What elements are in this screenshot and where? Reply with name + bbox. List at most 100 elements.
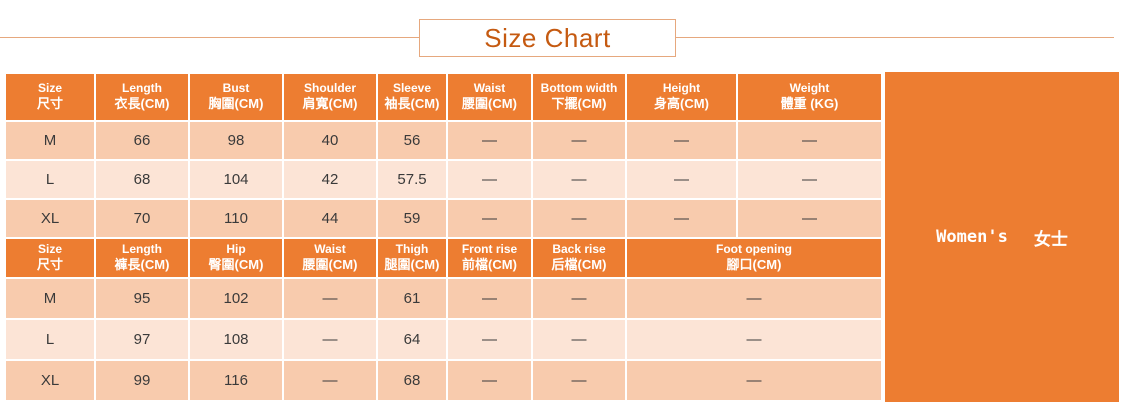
value-cell: — <box>625 198 738 239</box>
value-cell: — <box>736 120 883 161</box>
header-zh: 腰圍(CM) <box>302 257 358 273</box>
value-cell: — <box>446 198 533 239</box>
value-cell: 70 <box>94 198 190 239</box>
header-zh: 后檔(CM) <box>551 257 607 273</box>
gender-label-zh: 女士 <box>1033 229 1068 250</box>
header-zh: 肩寬(CM) <box>302 96 358 112</box>
value-cell: 44 <box>282 198 378 239</box>
value-cell: — <box>531 318 627 361</box>
header-en: Size <box>37 80 62 95</box>
value-cell: — <box>736 159 883 200</box>
header-cell-height: Height 身高(CM) <box>625 72 738 122</box>
header-cell-sleeve: Sleeve 袖長(CM) <box>376 72 448 122</box>
header-en: Foot opening <box>716 241 792 256</box>
value-cell: 59 <box>376 198 448 239</box>
header-en: Hip <box>226 241 246 256</box>
value-cell: 61 <box>376 277 448 320</box>
header-cell-length: Length 褲長(CM) <box>94 237 190 279</box>
tops-row-m: M 66 98 40 56 — — — — <box>4 120 883 161</box>
header-zh: 胸圍(CM) <box>208 96 264 112</box>
value-cell: — <box>446 318 533 361</box>
size-table: Size 尺寸 Length 衣長(CM) Bust 胸圍(CM) Shoulder 肩… <box>4 72 883 402</box>
tops-row-l: L 68 104 42 57.5 — — — — <box>4 159 883 200</box>
header-cell-bust: Bust 胸圍(CM) <box>188 72 284 122</box>
header-zh: 褲長(CM) <box>114 257 170 273</box>
tops-row-xl: XL 70 110 44 59 — — — — <box>4 198 883 239</box>
header-cell-back-rise: Back rise 后檔(CM) <box>531 237 627 279</box>
header-zh: 臀圍(CM) <box>208 257 264 273</box>
value-cell: 116 <box>188 359 284 402</box>
header-cell-shoulder: Shoulder 肩寬(CM) <box>282 72 378 122</box>
header-en: Bottom width <box>540 80 618 95</box>
header-en: Sleeve <box>392 80 432 95</box>
value-cell: 110 <box>188 198 284 239</box>
size-cell: M <box>4 120 96 161</box>
tops-header-row: Size 尺寸 Length 衣長(CM) Bust 胸圍(CM) Shoulder 肩… <box>4 72 883 122</box>
value-cell: — <box>625 318 883 361</box>
header-zh: 腿圍(CM) <box>384 257 440 273</box>
header-zh: 尺寸 <box>36 96 63 112</box>
header-zh: 袖長(CM) <box>384 96 440 112</box>
value-cell: 95 <box>94 277 190 320</box>
value-cell: 108 <box>188 318 284 361</box>
gender-label-en: Women's <box>936 227 1008 247</box>
value-cell: — <box>446 120 533 161</box>
header-en: Height <box>662 80 701 95</box>
header-en: Shoulder <box>303 80 356 95</box>
value-cell: — <box>282 359 378 402</box>
header-cell-foot-opening: Foot opening 腳口(CM) <box>625 237 883 279</box>
header-zh: 腳口(CM) <box>726 257 782 273</box>
header-en: Size <box>37 241 62 256</box>
value-cell: 104 <box>188 159 284 200</box>
title-box: Size Chart <box>419 19 676 57</box>
value-cell: 68 <box>94 159 190 200</box>
value-cell: 99 <box>94 359 190 402</box>
header-zh: 體重 (KG) <box>780 96 839 112</box>
header-cell-bottom-width: Bottom width 下擺(CM) <box>531 72 627 122</box>
bottoms-header-row: Size 尺寸 Length 褲長(CM) Hip 臀圍(CM) Waist 腰圍(CM… <box>4 237 883 279</box>
header-en: Bust <box>222 80 250 95</box>
header-zh: 身高(CM) <box>654 96 709 112</box>
value-cell: 64 <box>376 318 448 361</box>
value-cell: 68 <box>376 359 448 402</box>
value-cell: — <box>446 159 533 200</box>
header-cell-hip: Hip 臀圍(CM) <box>188 237 284 279</box>
bottoms-row-xl: XL 99 116 — 68 — — — <box>4 359 883 402</box>
header-zh: 前檔(CM) <box>462 257 517 273</box>
value-cell: — <box>531 277 627 320</box>
value-cell: — <box>282 318 378 361</box>
header-cell-weight: Weight 體重 (KG) <box>736 72 883 122</box>
header-cell-length: Length 衣長(CM) <box>94 72 190 122</box>
header-en: Weight <box>789 80 830 95</box>
size-cell: L <box>4 159 96 200</box>
size-cell: XL <box>4 359 96 402</box>
value-cell: 57.5 <box>376 159 448 200</box>
value-cell: 56 <box>376 120 448 161</box>
bottoms-row-m: M 95 102 — 61 — — — <box>4 277 883 320</box>
header-zh: 衣長(CM) <box>114 96 170 112</box>
header-en: Length <box>122 80 162 95</box>
header-en: Front rise <box>461 241 518 256</box>
value-cell: — <box>446 277 533 320</box>
header-en: Back rise <box>552 241 606 256</box>
value-cell: — <box>446 359 533 402</box>
value-cell: — <box>625 277 883 320</box>
page-title: Size Chart <box>484 22 611 53</box>
value-cell: 42 <box>282 159 378 200</box>
value-cell: 40 <box>282 120 378 161</box>
header-en: Length <box>122 241 162 256</box>
header-cell-size: Size 尺寸 <box>4 237 96 279</box>
header-zh: 腰圍(CM) <box>462 96 517 112</box>
value-cell: — <box>625 359 883 402</box>
value-cell: — <box>531 359 627 402</box>
header-zh: 下擺(CM) <box>551 96 607 112</box>
header-en: Waist <box>473 80 506 95</box>
header-en: Waist <box>314 241 346 256</box>
header-cell-size: Size 尺寸 <box>4 72 96 122</box>
size-chart-body: Size 尺寸 Length 衣長(CM) Bust 胸圍(CM) Shoulder 肩… <box>4 72 1119 402</box>
bottoms-row-l: L 97 108 — 64 — — — <box>4 318 883 361</box>
header-cell-waist: Waist 腰圍(CM) <box>282 237 378 279</box>
size-cell: M <box>4 277 96 320</box>
value-cell: 98 <box>188 120 284 161</box>
